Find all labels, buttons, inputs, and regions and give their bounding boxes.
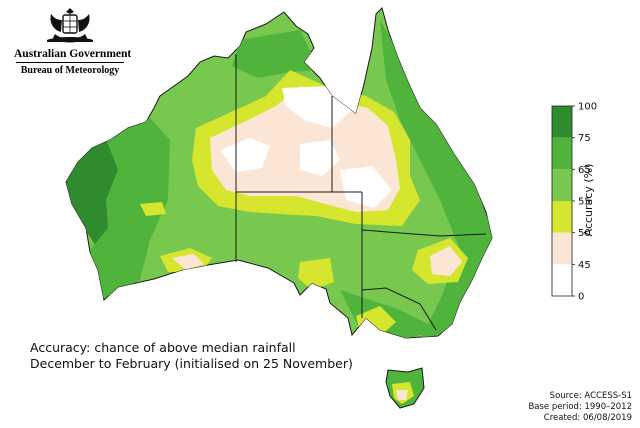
legend-tick-label: 45 <box>578 260 591 271</box>
legend-tick-label: 0 <box>578 292 584 301</box>
zone-45-central-2 <box>220 138 270 172</box>
zone-45-central-4 <box>340 166 392 208</box>
government-name: Australian Government <box>14 48 132 60</box>
legend-tick-label: 50 <box>578 228 591 239</box>
legend-band-45-50 <box>552 232 572 265</box>
state-borders <box>235 54 487 331</box>
legend-tick-label: 100 <box>578 102 597 113</box>
caption-line-2: December to February (initialised on 25 … <box>30 356 353 371</box>
legend-tick-label: 75 <box>578 133 591 144</box>
zone-45-central-3 <box>300 140 340 176</box>
base-period-text: Base period: 1990–2012 <box>528 402 632 412</box>
accuracy-legend: 100 75 65 55 50 45 0 <box>551 102 597 301</box>
legend-band-75-100 <box>552 106 572 138</box>
tasmania-zone-50 <box>396 390 408 400</box>
footer-info: Source: ACCESS-S1 Base period: 1990–2012… <box>528 391 632 424</box>
legend-band-65-75 <box>552 137 572 170</box>
logo-divider <box>16 62 124 63</box>
legend-tick-label: 65 <box>578 165 591 176</box>
zone-50-wa-patch <box>140 202 166 216</box>
map-caption: Accuracy: chance of above median rainfal… <box>30 340 353 372</box>
zone-45-sa <box>172 254 204 270</box>
legend-label: Accuracy (%) <box>582 163 595 237</box>
legend-band-55-65 <box>552 169 572 201</box>
zone-65-top-end <box>232 30 320 78</box>
source-text: Source: ACCESS-S1 <box>549 391 632 401</box>
legend-band-0-45 <box>552 264 572 296</box>
caption-line-1: Accuracy: chance of above median rainfal… <box>30 340 296 355</box>
zone-50-south <box>298 258 334 290</box>
gov-logo: Australian Government Bureau of Meteorol… <box>14 6 132 76</box>
created-text: Created: 06/08/2019 <box>543 413 632 423</box>
coat-of-arms-icon <box>47 8 93 43</box>
zone-65-west <box>90 118 170 300</box>
bureau-name: Bureau of Meteorology <box>20 65 120 76</box>
zone-45-nsw <box>430 246 462 276</box>
legend-tick-label: 55 <box>578 197 591 208</box>
legend-band-50-55 <box>552 201 572 233</box>
